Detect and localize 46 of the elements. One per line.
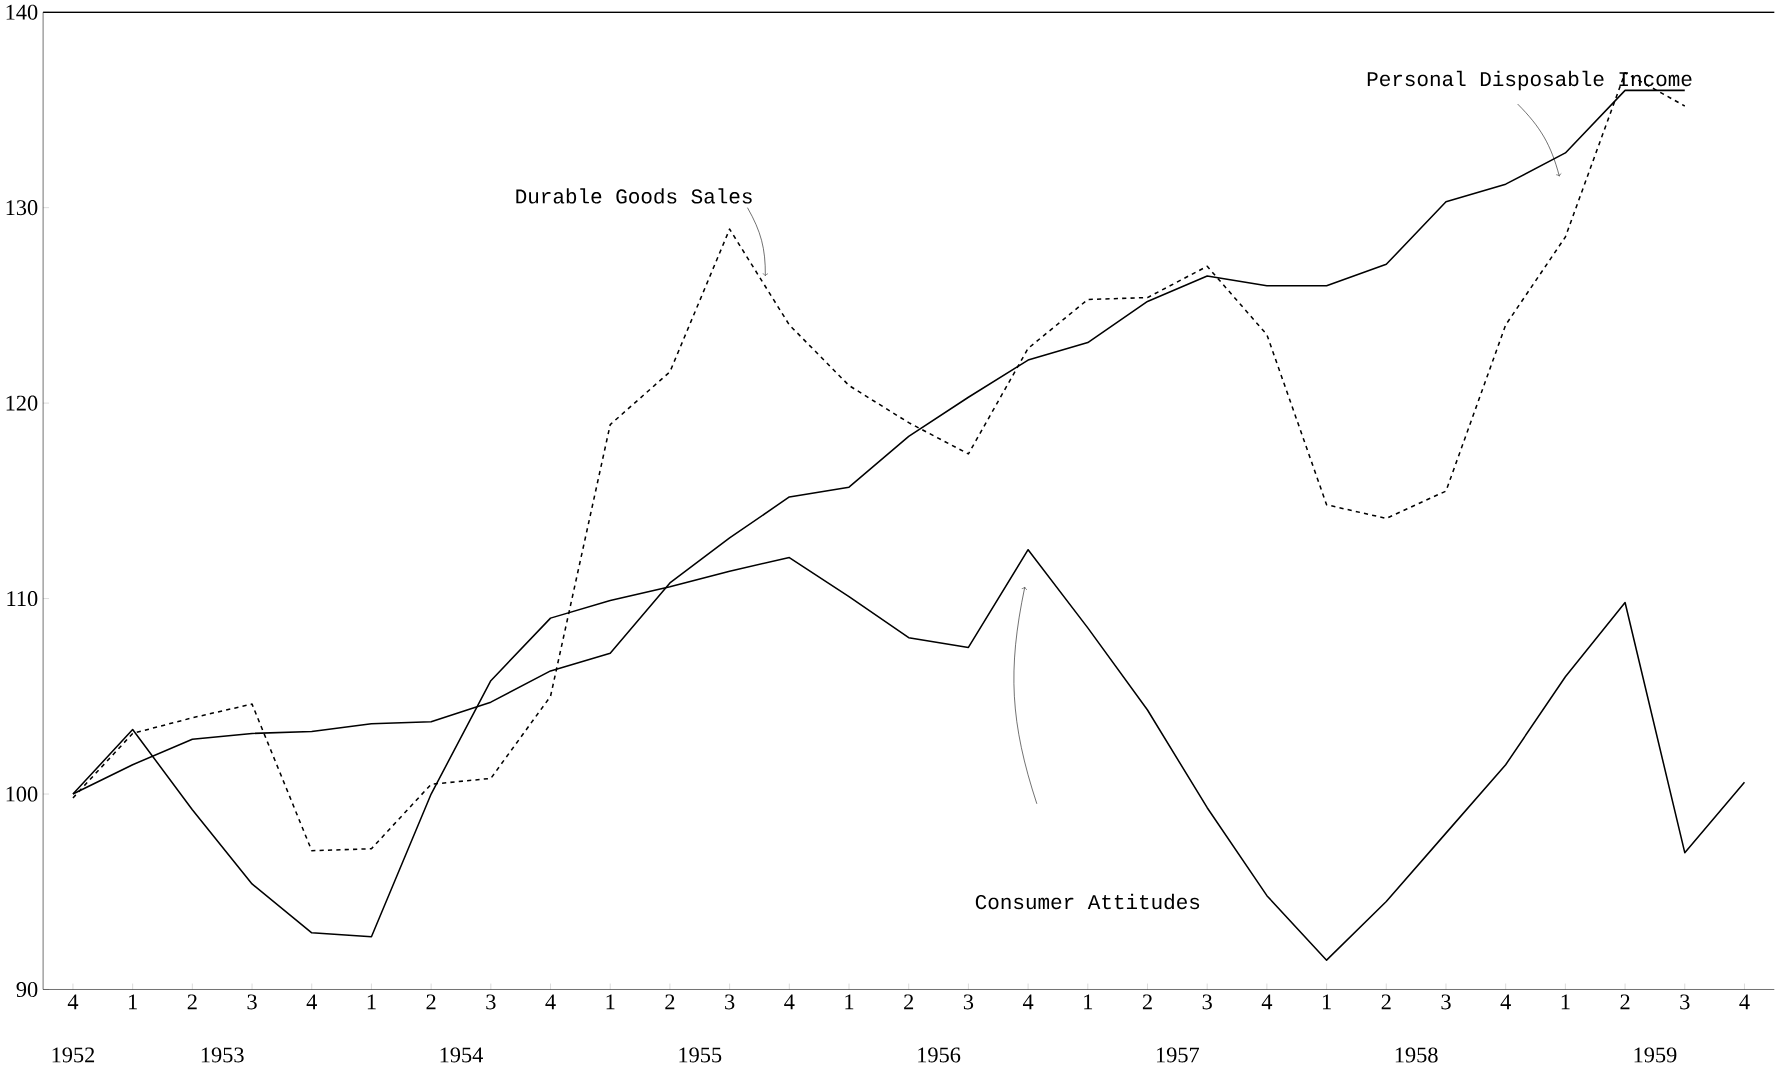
x-tick-label: 1 — [367, 994, 376, 1010]
x-tick-label: 1 — [606, 994, 615, 1010]
x-tick-label: 3 — [1441, 994, 1451, 1010]
x-tick-label: 2 — [665, 994, 675, 1010]
y-tick-label: 120 — [6, 395, 38, 411]
series-label: Durable Goods Sales — [516, 188, 752, 204]
y-tick-label: 130 — [6, 200, 38, 216]
y-tick-label: 110 — [7, 590, 38, 607]
text: 1954 — [440, 1047, 483, 1063]
x-tick-label: 3 — [486, 994, 496, 1010]
x-tick-label: 1 — [129, 994, 137, 1010]
x-tick-label: 4 — [545, 994, 556, 1010]
x-tick-label: 3 — [963, 994, 974, 1010]
x-tick-label: 3 — [1680, 994, 1690, 1010]
y-tick-label: 90 — [16, 981, 38, 997]
text: Consumer Attitudes — [975, 893, 1200, 910]
x-tick-label: 4 — [1739, 994, 1750, 1010]
x-tick-label: 3 — [725, 994, 735, 1010]
text: 1959 — [1634, 1047, 1677, 1063]
series-label: Personal Disposable Income — [1367, 70, 1692, 91]
y-tick-label: 140 — [6, 4, 38, 20]
text: 1952 — [52, 1047, 95, 1063]
x-tick-label: 3 — [1202, 994, 1212, 1010]
x-tick-label: 4 — [784, 994, 795, 1010]
x-tick-label: 1 — [1084, 994, 1093, 1010]
text: 1953 — [201, 1047, 244, 1063]
x-tick-label: 2 — [187, 994, 197, 1010]
x-tick-label: 1 — [1322, 994, 1331, 1010]
text: 1955 — [679, 1047, 722, 1063]
x-tick-label: 4 — [1022, 994, 1034, 1010]
x-tick-label: 2 — [1381, 994, 1391, 1010]
x-tick-label: 4 — [1261, 994, 1273, 1010]
x-tick-label: 2 — [904, 994, 914, 1010]
x-tick-label: 1 — [1561, 994, 1570, 1010]
x-tick-label: 4 — [67, 994, 79, 1010]
x-tick-label: 1 — [845, 994, 854, 1010]
x-tick-label: 2 — [1142, 994, 1152, 1010]
text: 1956 — [918, 1047, 961, 1063]
y-tick-label: 100 — [6, 786, 38, 802]
x-tick-label: 4 — [1500, 994, 1511, 1010]
text: 1958 — [1395, 1047, 1438, 1063]
x-tick-label: 4 — [306, 994, 317, 1010]
x-tick-label: 3 — [247, 994, 257, 1010]
x-tick-label: 2 — [1620, 994, 1630, 1010]
x-tick-label: 2 — [426, 994, 436, 1010]
text: 1957 — [1156, 1047, 1200, 1063]
